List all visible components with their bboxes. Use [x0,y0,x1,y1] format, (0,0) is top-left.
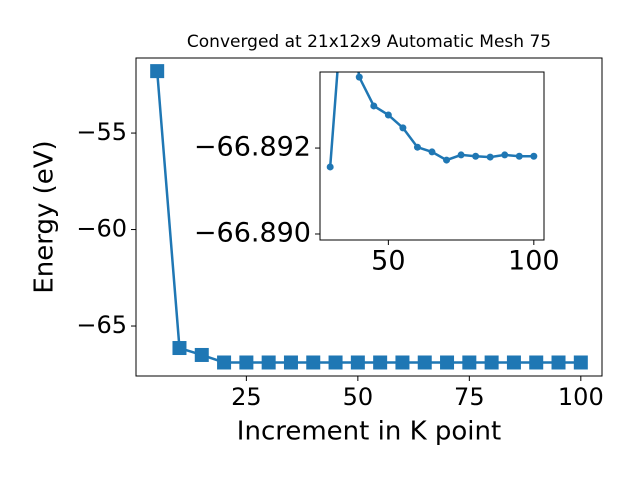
marker [283,355,298,370]
marker [573,355,588,370]
y-tick-label: −55 [76,118,127,146]
marker [462,355,477,370]
x-tick-label: 50 [371,246,405,277]
marker [384,111,392,119]
marker [370,102,378,110]
marker [417,355,432,370]
y-tick-label: −60 [76,215,127,243]
marker [217,355,232,370]
x-tick-label: 100 [508,246,560,277]
x-tick-label: 25 [231,383,262,411]
marker [484,355,499,370]
marker [355,73,363,81]
axes-frame [319,71,545,241]
marker [501,151,509,159]
marker [440,355,455,370]
marker [326,163,334,171]
y-tick-label: −65 [76,311,127,339]
x-tick-label: 50 [343,383,374,411]
marker [306,355,321,370]
chart-title: Converged at 21x12x9 Automatic Mesh 75 [187,32,551,52]
marker [350,355,365,370]
y-axis-label: Energy (eV) [30,140,60,293]
marker [373,355,388,370]
axes-frame [135,57,603,377]
marker [150,64,165,79]
marker [399,124,407,132]
marker [395,355,410,370]
marker [428,148,436,156]
marker [506,355,521,370]
marker [515,152,523,160]
x-tick-label: 100 [558,383,604,411]
series [150,64,588,370]
x-tick-label: 75 [454,383,485,411]
marker [239,355,254,370]
marker [530,152,538,160]
marker [172,341,187,356]
marker [328,355,343,370]
marker [472,152,480,160]
y-tick-label: −66.890 [194,217,311,248]
marker [261,355,276,370]
x-axis-label: Increment in K point [237,417,501,447]
marker [551,355,566,370]
y-tick-label: −66.892 [194,132,311,163]
marker [486,153,494,161]
marker [194,347,209,362]
marker [443,156,451,164]
marker [529,355,544,370]
marker [457,151,465,159]
series [326,72,538,171]
marker [413,143,421,151]
